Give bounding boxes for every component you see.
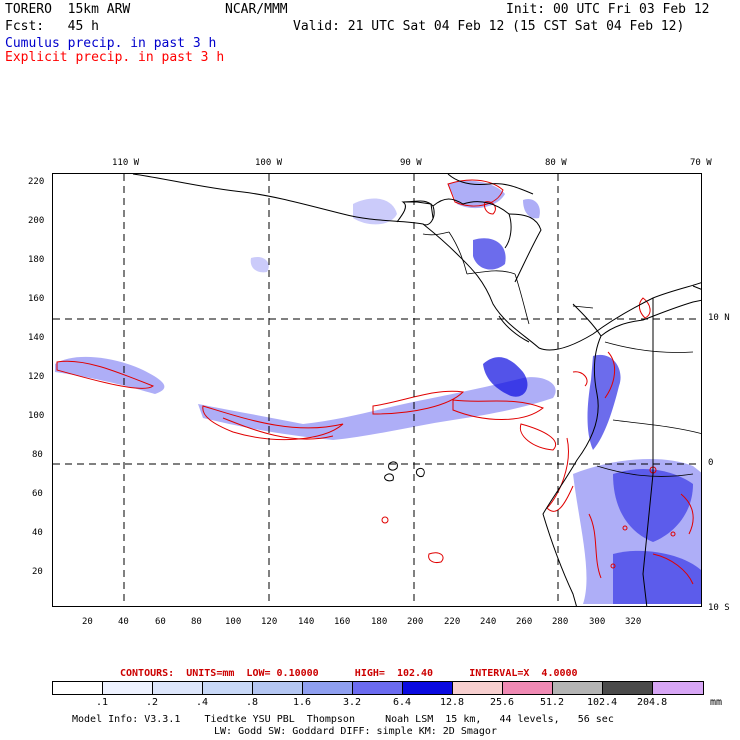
- lat-lon-grid: [53, 174, 701, 606]
- x-tick: 100: [225, 617, 242, 627]
- x-tick: 200: [407, 617, 424, 627]
- colorbar-label: 1.6: [293, 697, 312, 708]
- x-tick: 260: [516, 617, 533, 627]
- colorbar-swatch: [453, 682, 503, 694]
- y-tick: 140: [28, 333, 45, 343]
- lon-label: 110 W: [112, 158, 140, 168]
- y-tick: 180: [28, 255, 45, 265]
- colorbar: [52, 681, 704, 695]
- x-tick: 320: [625, 617, 642, 627]
- colorbar-swatch: [53, 682, 103, 694]
- explicit-precip-contours: [56, 179, 694, 585]
- x-tick: 160: [334, 617, 351, 627]
- lon-label: 90 W: [400, 158, 422, 168]
- colorbar-label: 6.4: [393, 697, 412, 708]
- colorbar-swatch: [503, 682, 553, 694]
- colorbar-swatch: [403, 682, 453, 694]
- cumulus-precip-areas: [55, 180, 701, 604]
- colorbar-label: .2: [146, 697, 159, 708]
- model-info: Model Info: V3.3.1 Tiedtke YSU PBL Thomp…: [72, 714, 614, 725]
- colorbar-swatch: [603, 682, 653, 694]
- lon-label: 70 W: [690, 158, 712, 168]
- lon-label: 80 W: [545, 158, 567, 168]
- x-tick: 80: [191, 617, 202, 627]
- org-label: NCAR/MMM: [225, 2, 288, 17]
- colorbar-swatch: [203, 682, 253, 694]
- colorbar-swatch: [653, 682, 703, 694]
- valid-time: Valid: 21 UTC Sat 04 Feb 12 (15 CST Sat …: [293, 19, 685, 34]
- colorbar-label: 12.8: [440, 697, 465, 708]
- lat-label: 10 S: [708, 603, 730, 613]
- map-canvas: [53, 174, 701, 606]
- y-tick: 100: [28, 411, 45, 421]
- colorbar-label: .8: [246, 697, 259, 708]
- y-tick: 220: [28, 177, 45, 187]
- colorbar-label: .4: [196, 697, 209, 708]
- init-time: Init: 00 UTC Fri 03 Feb 12: [506, 2, 710, 17]
- lat-label: 10 N: [708, 313, 730, 323]
- colorbar-label: 25.6: [490, 697, 515, 708]
- colorbar-label: 51.2: [540, 697, 565, 708]
- x-tick: 20: [82, 617, 93, 627]
- colorbar-swatch: [153, 682, 203, 694]
- coastlines: [132, 174, 701, 606]
- y-tick: 20: [32, 567, 43, 577]
- forecast-hour: Fcst: 45 h: [5, 19, 99, 34]
- x-tick: 240: [480, 617, 497, 627]
- colorbar-swatch: [303, 682, 353, 694]
- y-tick: 200: [28, 216, 45, 226]
- contour-info: CONTOURS: UNITS=mm LOW= 0.10000 HIGH= 10…: [120, 668, 578, 679]
- lat-label: 0: [708, 458, 714, 468]
- colorbar-units: mm: [710, 697, 723, 708]
- x-tick: 40: [118, 617, 129, 627]
- y-tick: 60: [32, 489, 43, 499]
- colorbar-swatch: [103, 682, 153, 694]
- y-tick: 40: [32, 528, 43, 538]
- precip-map: [52, 173, 702, 607]
- cumulus-legend: Cumulus precip. in past 3 h: [5, 36, 217, 51]
- x-tick: 300: [589, 617, 606, 627]
- y-tick: 160: [28, 294, 45, 304]
- x-tick: 220: [444, 617, 461, 627]
- colorbar-label: .1: [96, 697, 109, 708]
- x-tick: 180: [371, 617, 388, 627]
- country-borders: [422, 231, 701, 477]
- y-tick: 120: [28, 372, 45, 382]
- colorbar-label: 102.4: [587, 697, 618, 708]
- model-title: TORERO 15km ARW: [5, 2, 131, 17]
- x-tick: 60: [155, 617, 166, 627]
- x-tick: 120: [261, 617, 278, 627]
- x-tick: 140: [298, 617, 315, 627]
- colorbar-swatch: [253, 682, 303, 694]
- colorbar-label: 204.8: [637, 697, 668, 708]
- lon-label: 100 W: [255, 158, 283, 168]
- colorbar-label: 3.2: [343, 697, 362, 708]
- x-tick: 280: [552, 617, 569, 627]
- colorbar-swatch: [553, 682, 603, 694]
- y-tick: 80: [32, 450, 43, 460]
- colorbar-swatch: [353, 682, 403, 694]
- physics-info: LW: Godd SW: Goddard DIFF: simple KM: 2D…: [214, 726, 497, 737]
- explicit-legend: Explicit precip. in past 3 h: [5, 50, 225, 65]
